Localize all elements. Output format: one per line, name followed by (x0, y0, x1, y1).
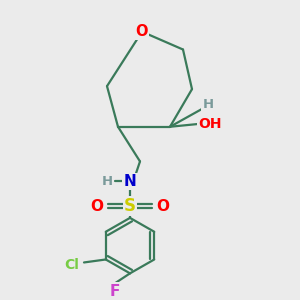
Text: F: F (110, 284, 120, 299)
Text: O: O (157, 199, 169, 214)
Text: O: O (91, 199, 103, 214)
Text: Cl: Cl (64, 258, 80, 272)
Text: O: O (136, 24, 148, 39)
Text: N: N (124, 174, 136, 189)
Text: H: H (101, 175, 112, 188)
Text: H: H (202, 98, 214, 112)
Text: S: S (124, 197, 136, 215)
Text: OH: OH (198, 117, 222, 131)
